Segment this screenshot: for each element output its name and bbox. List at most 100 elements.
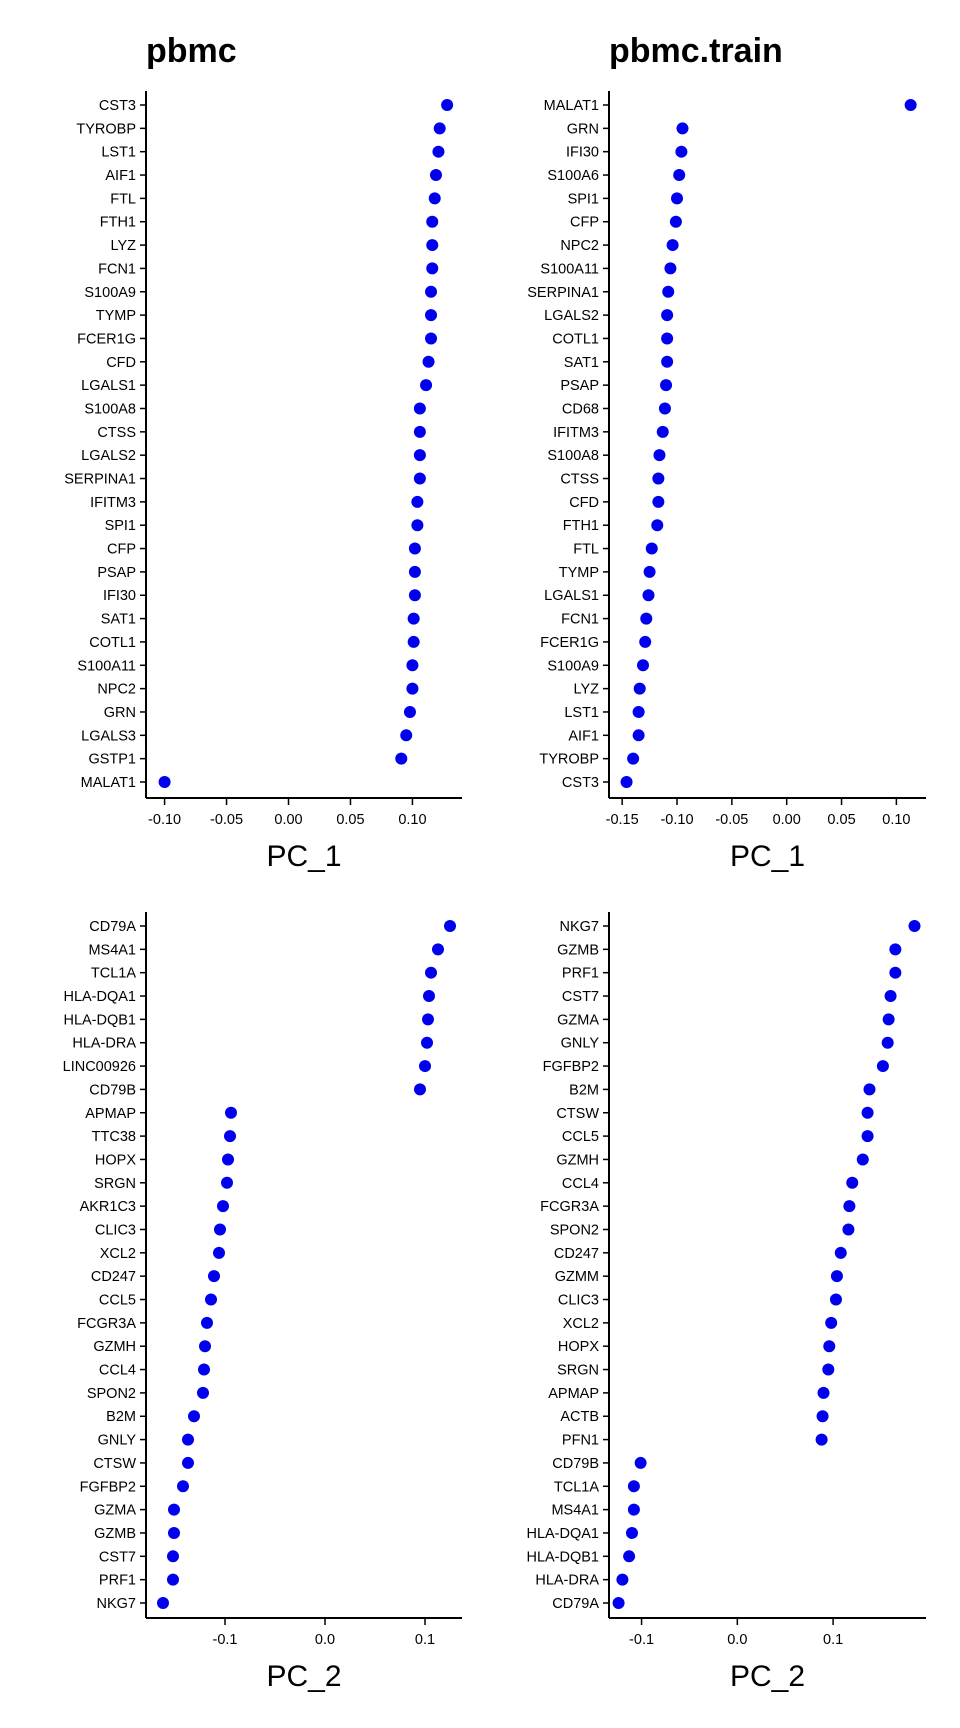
data-point	[158, 776, 171, 788]
data-point	[612, 1597, 625, 1609]
gene-label: XCL2	[563, 1316, 599, 1332]
data-point	[656, 425, 669, 438]
data-point	[876, 1060, 889, 1073]
gene-label: PRF1	[562, 966, 599, 982]
data-point	[188, 1410, 200, 1423]
x-tick-label: -0.10	[148, 812, 181, 828]
data-point	[652, 495, 665, 508]
data-point	[645, 542, 658, 555]
gene-label: CD79B	[89, 1082, 136, 1098]
data-point	[846, 1176, 859, 1189]
data-point	[908, 920, 921, 932]
panel-title: pbmc	[146, 32, 237, 70]
gene-label: LGALS2	[81, 448, 136, 464]
data-point	[884, 990, 897, 1003]
gene-label: HLA-DRA	[72, 1036, 136, 1052]
data-point	[634, 1456, 647, 1469]
data-point	[413, 472, 426, 485]
data-point	[822, 1363, 835, 1376]
data-point	[861, 1130, 874, 1143]
data-point	[881, 1036, 894, 1049]
data-point	[639, 635, 652, 648]
gene-label: CD247	[554, 1246, 599, 1262]
gene-label: GZMA	[557, 1012, 599, 1028]
gene-label: APMAP	[548, 1386, 599, 1402]
data-point	[208, 1270, 220, 1283]
x-axis-title: PC_2	[730, 1660, 805, 1693]
data-point	[428, 192, 441, 205]
gene-label: FGFBP2	[80, 1479, 136, 1495]
gene-label: CTSW	[556, 1106, 599, 1122]
data-point	[199, 1340, 211, 1353]
gene-label: COTL1	[552, 331, 599, 347]
data-point	[425, 285, 438, 298]
data-point	[413, 425, 426, 438]
gene-label: FTH1	[100, 215, 136, 231]
data-point	[843, 1200, 856, 1213]
gene-label: S100A11	[77, 658, 136, 674]
gene-label: B2M	[106, 1409, 136, 1425]
x-tick-label: 0.00	[274, 812, 302, 828]
gene-label: SAT1	[564, 355, 599, 371]
gene-label: TYMP	[559, 565, 599, 581]
data-point	[177, 1480, 189, 1493]
gene-label: SRGN	[557, 1363, 599, 1379]
data-point	[197, 1386, 209, 1399]
gene-label: S100A6	[547, 168, 599, 184]
gene-label: B2M	[569, 1082, 599, 1098]
x-tick-label: 0.0	[315, 1632, 335, 1648]
data-point	[823, 1340, 836, 1353]
data-point	[444, 920, 456, 932]
data-point	[426, 262, 439, 275]
gene-label: LYZ	[110, 238, 136, 254]
gene-label: FCN1	[561, 612, 599, 628]
gene-label: GZMM	[555, 1269, 599, 1285]
gene-label: PSAP	[560, 378, 599, 394]
data-point	[661, 355, 674, 368]
gene-label: CST3	[562, 775, 599, 791]
gene-label: XCL2	[100, 1246, 136, 1262]
gene-label: CTSS	[560, 472, 599, 488]
gene-label: SPON2	[87, 1386, 136, 1402]
gene-label: FCGR3A	[77, 1316, 136, 1332]
data-point	[413, 449, 426, 462]
gene-label: NKG7	[560, 919, 600, 935]
gene-label: FCER1G	[77, 331, 136, 347]
data-point	[167, 1550, 179, 1563]
gene-label: GZMH	[93, 1339, 136, 1355]
gene-label: PFN1	[562, 1433, 599, 1449]
data-point	[201, 1316, 213, 1329]
data-point	[653, 449, 666, 462]
gene-label: GZMB	[94, 1526, 136, 1542]
data-point	[842, 1223, 855, 1236]
data-point	[411, 495, 424, 508]
gene-label: AIF1	[105, 168, 136, 184]
data-point	[224, 1130, 236, 1143]
data-point	[817, 1386, 830, 1399]
gene-label: IFITM3	[553, 425, 599, 441]
gene-label: GZMB	[557, 942, 599, 958]
data-point	[632, 705, 645, 718]
data-point	[815, 1433, 828, 1446]
data-point	[422, 355, 435, 368]
gene-label: SPON2	[550, 1222, 599, 1238]
data-point	[414, 1083, 426, 1096]
data-point	[403, 705, 416, 718]
x-tick-label: 0.10	[882, 812, 910, 828]
data-point	[395, 752, 408, 765]
gene-label: NPC2	[560, 238, 599, 254]
gene-label: TYROBP	[539, 752, 599, 768]
gene-label: CFD	[106, 355, 136, 371]
data-point	[198, 1363, 210, 1376]
gene-label: CD68	[562, 401, 599, 417]
data-point	[637, 659, 650, 672]
gene-label: CD79B	[552, 1456, 599, 1472]
data-point	[616, 1573, 629, 1586]
gene-label: AIF1	[568, 728, 599, 744]
data-point	[433, 122, 446, 135]
x-tick-label: 0.05	[336, 812, 364, 828]
gene-label: FCN1	[98, 261, 136, 277]
gene-label: TYMP	[96, 308, 136, 324]
gene-label: MS4A1	[551, 1503, 599, 1519]
